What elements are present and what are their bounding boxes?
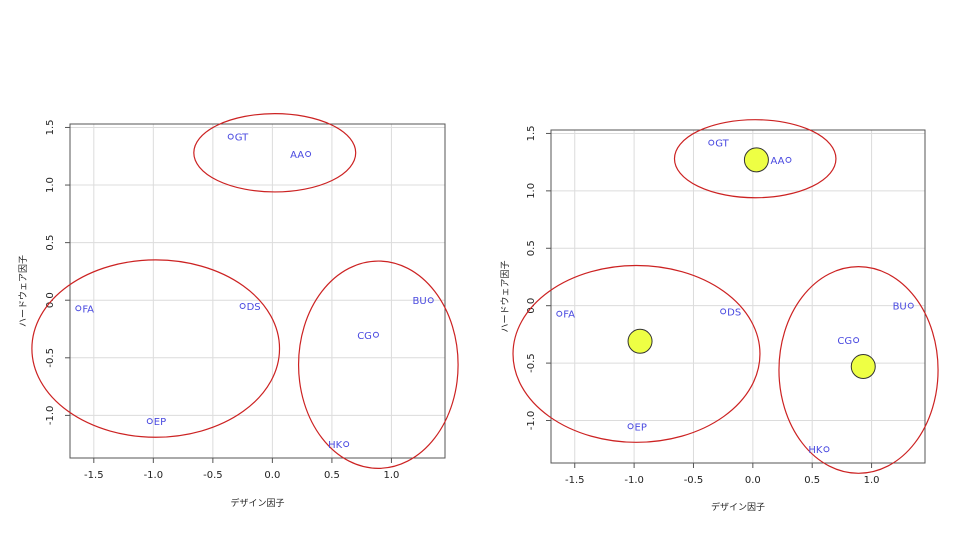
- cluster-centroid: [743, 147, 769, 173]
- x-axis-title: デザイン因子: [230, 497, 284, 509]
- scatter-plot-left: -1.5 -1.0 -0.5 0.0 0.5 1.0 -1.0 -0.5 0.0 0.5 1.0 1.…: [18, 113, 459, 509]
- y-axis-title: ハードウェア因子: [18, 255, 29, 327]
- y-tick-label: -0.5: [526, 353, 537, 373]
- x-tick-label: 1.0: [864, 475, 880, 486]
- y-tick-label: 1.0: [45, 177, 56, 193]
- y-tick-label: 0.5: [526, 240, 537, 256]
- x-axis-title: デザイン因子: [711, 501, 765, 513]
- data-point-cg: [372, 331, 379, 338]
- cluster-ellipse: [778, 266, 939, 474]
- data-point-ep: [627, 423, 634, 430]
- data-point-fa: [75, 305, 82, 312]
- data-point-bu: [427, 297, 434, 304]
- x-tick-label: 0.0: [264, 470, 280, 481]
- x-tick-label: -0.5: [203, 470, 223, 481]
- cluster-ellipse: [31, 259, 281, 438]
- data-label-cg: CG: [837, 336, 852, 347]
- data-label-aa: AA: [290, 150, 304, 161]
- x-tick-label: 0.5: [324, 470, 340, 481]
- cluster-ellipse: [193, 113, 357, 193]
- data-point-ds: [720, 308, 727, 315]
- data-label-ds: DS: [727, 307, 741, 318]
- y-tick-label: -1.0: [45, 406, 56, 426]
- data-point-cg: [853, 337, 860, 344]
- data-label-hk: HK: [808, 445, 823, 456]
- x-tick-label: 0.5: [804, 475, 820, 486]
- y-tick-label: 0.0: [45, 292, 56, 308]
- data-label-ep: EP: [154, 417, 166, 428]
- cluster-centroid: [850, 354, 876, 380]
- y-tick-label: 1.5: [526, 125, 537, 141]
- data-label-gt: GT: [715, 139, 729, 150]
- data-point-gt: [708, 139, 715, 146]
- cluster-centroid: [627, 328, 653, 354]
- y-tick-label: 1.5: [45, 120, 56, 136]
- data-point-ep: [146, 418, 153, 425]
- data-point-aa: [785, 156, 792, 163]
- data-label-bu: BU: [413, 296, 427, 307]
- data-label-aa: AA: [770, 156, 784, 167]
- x-tick-label: -1.0: [624, 475, 644, 486]
- y-tick-label: 0.0: [526, 298, 537, 314]
- data-label-fa: FA: [563, 310, 575, 321]
- data-label-hk: HK: [328, 440, 343, 451]
- data-label-bu: BU: [893, 302, 907, 313]
- plot-frame: [69, 123, 446, 459]
- y-tick-label: -0.5: [45, 348, 56, 368]
- data-point-hk: [343, 441, 350, 448]
- data-point-gt: [227, 133, 234, 140]
- x-tick-label: -0.5: [684, 475, 704, 486]
- cluster-ellipse: [673, 119, 837, 199]
- data-point-hk: [823, 446, 830, 453]
- cluster-ellipse: [512, 264, 761, 443]
- data-label-gt: GT: [235, 133, 249, 144]
- y-tick-label: 0.5: [45, 235, 56, 251]
- y-axis-title: ハードウェア因子: [500, 260, 511, 332]
- data-label-fa: FA: [82, 304, 94, 315]
- cluster-ellipse: [297, 260, 459, 469]
- x-tick-label: 0.0: [745, 475, 761, 486]
- x-tick-label: -1.0: [144, 470, 164, 481]
- data-point-ds: [239, 302, 246, 309]
- x-tick-label: -1.5: [84, 470, 104, 481]
- data-label-ep: EP: [635, 422, 647, 433]
- plot-frame: [550, 129, 926, 464]
- data-point-fa: [556, 310, 563, 317]
- data-label-ds: DS: [247, 302, 261, 313]
- y-tick-label: -1.0: [526, 411, 537, 431]
- data-point-bu: [907, 302, 914, 309]
- y-tick-label: 1.0: [526, 183, 537, 199]
- x-tick-label: -1.5: [565, 475, 585, 486]
- data-label-cg: CG: [357, 331, 372, 342]
- x-tick-label: 1.0: [383, 470, 399, 481]
- data-point-aa: [305, 150, 312, 157]
- scatter-plot-right: -1.5 -1.0 -0.5 0.0 0.5 1.0 -1.0 -0.5 0.0 0.5 1.0 1.…: [500, 119, 939, 513]
